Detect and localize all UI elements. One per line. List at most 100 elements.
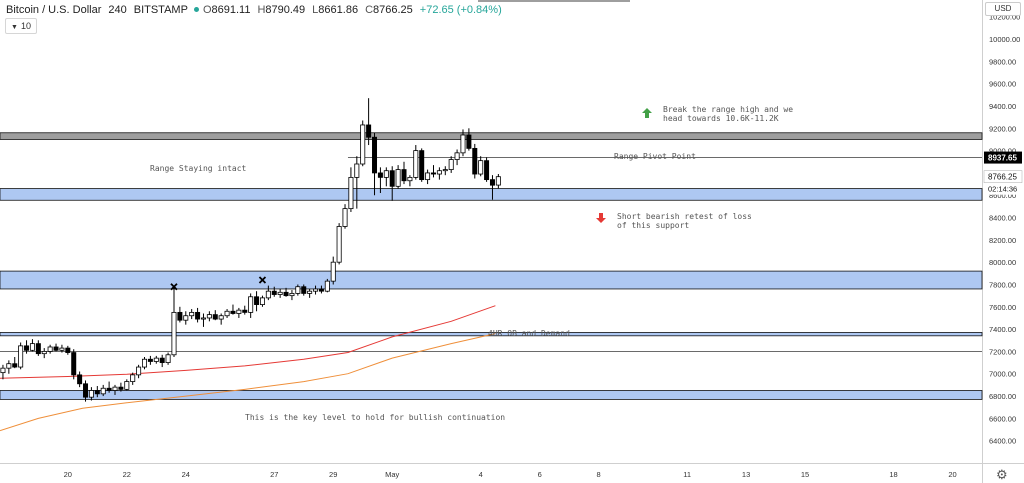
open-label: O xyxy=(202,4,212,16)
candle-body xyxy=(159,357,165,363)
candle-body xyxy=(383,170,389,178)
candle-body xyxy=(478,160,484,175)
support-zone-1 xyxy=(0,188,983,201)
candle-body xyxy=(307,290,313,294)
candle-body xyxy=(24,345,30,351)
candle-body xyxy=(448,159,454,170)
x-tick-label: 24 xyxy=(182,470,190,479)
candle-body xyxy=(41,351,47,355)
candle-body xyxy=(206,314,212,319)
top-drag-handle[interactable] xyxy=(478,0,630,2)
candle-body xyxy=(377,172,383,178)
support-zone-4 xyxy=(0,390,983,400)
pivot-price-tag xyxy=(984,151,1022,164)
support-zone-2 xyxy=(0,270,983,290)
moving-average-2 xyxy=(0,333,496,432)
candle-body xyxy=(495,176,501,186)
candle-body xyxy=(18,345,24,368)
candle-body xyxy=(200,317,206,320)
x-tick-label: 4 xyxy=(479,470,483,479)
y-tick-label: 8400.00 xyxy=(989,214,1016,223)
candle-body xyxy=(460,134,466,154)
candle-body xyxy=(360,124,366,165)
candle-body xyxy=(236,309,242,314)
symbol-name[interactable]: Bitcoin / U.S. Dollar xyxy=(6,4,102,16)
candle-body xyxy=(295,286,301,294)
pivot-price-label: 8937.65 xyxy=(988,154,1017,163)
y-tick-label: 7000.00 xyxy=(989,370,1016,379)
candle-body xyxy=(224,310,230,317)
countdown-tag xyxy=(984,183,1022,195)
change-value: +72.65 (+0.84%) xyxy=(419,4,502,16)
candle-body xyxy=(401,169,407,182)
annotation-ob-demand: 4HR OB and Demand xyxy=(488,329,570,338)
candle-body xyxy=(348,176,354,210)
market-status-icon xyxy=(193,7,199,12)
candle-body xyxy=(466,134,472,149)
x-marker-icon xyxy=(258,276,267,284)
candle-body xyxy=(242,309,248,313)
candle-body xyxy=(301,286,307,294)
open-value: 8691.11 xyxy=(211,4,251,16)
candle-body xyxy=(136,366,142,376)
candle-body xyxy=(313,288,319,292)
candle-body xyxy=(71,352,77,376)
candle-body xyxy=(395,169,401,187)
y-tick-label: 6800.00 xyxy=(989,392,1016,401)
high-label: H xyxy=(257,4,266,16)
candle-body xyxy=(94,390,100,395)
indicator-toggle-button[interactable]: ▼ 10 xyxy=(5,18,37,34)
range-high-zone-0 xyxy=(0,132,983,140)
y-tick-label: 10200.00 xyxy=(989,13,1020,22)
candle-body xyxy=(454,152,460,160)
indicator-value: 10 xyxy=(20,21,31,31)
candle-body xyxy=(259,297,265,305)
y-tick-label: 9800.00 xyxy=(989,57,1016,66)
candle-body xyxy=(141,358,147,368)
y-tick-label: 7800.00 xyxy=(989,280,1016,289)
candle-body xyxy=(484,160,490,181)
countdown-label: 02:14:36 xyxy=(988,185,1017,194)
candle-body xyxy=(130,374,136,382)
candle-body xyxy=(171,311,177,356)
candle-body xyxy=(6,363,12,369)
arrow-up-icon xyxy=(642,108,652,118)
y-tick-label: 9000.00 xyxy=(989,147,1016,156)
chart-header: Bitcoin / U.S. Dollar 240 BITSTAMP O8691.11… xyxy=(6,4,502,16)
y-tick-label: 8000.00 xyxy=(989,258,1016,267)
x-tick-label: May xyxy=(385,470,399,479)
x-tick-label: 13 xyxy=(742,470,750,479)
candle-body xyxy=(248,296,254,313)
candle-body xyxy=(124,381,130,390)
y-tick-label: 9600.00 xyxy=(989,80,1016,89)
candle-body xyxy=(354,163,360,178)
candle-body xyxy=(430,172,436,175)
candle-body xyxy=(12,363,18,368)
y-tick-label: 8600.00 xyxy=(989,191,1016,200)
candle-body xyxy=(35,343,41,355)
y-tick-label: 6600.00 xyxy=(989,414,1016,423)
candle-body xyxy=(271,290,277,295)
x-tick-label: 29 xyxy=(329,470,337,479)
candle-body xyxy=(330,261,336,282)
candle-body xyxy=(100,387,106,395)
candle-body xyxy=(65,347,71,353)
currency-button[interactable]: USD xyxy=(985,2,1021,16)
candle-body xyxy=(372,136,378,174)
candle-body xyxy=(342,208,348,227)
candle-body xyxy=(153,357,159,362)
interval[interactable]: 240 xyxy=(108,4,127,16)
candle-body xyxy=(177,311,183,321)
candle-body xyxy=(489,179,495,186)
x-tick-label: 6 xyxy=(538,470,542,479)
candle-body xyxy=(183,315,189,321)
moving-average-1 xyxy=(0,305,496,379)
candle-body xyxy=(195,311,201,320)
y-tick-label: 7200.00 xyxy=(989,347,1016,356)
annotation-range-intact: Range Staying intact xyxy=(150,164,247,173)
high-value: 8790.49 xyxy=(265,4,306,16)
x-tick-label: 27 xyxy=(270,470,278,479)
last-price-label: 8766.25 xyxy=(988,173,1017,182)
gear-icon[interactable]: ⚙ xyxy=(996,467,1008,482)
